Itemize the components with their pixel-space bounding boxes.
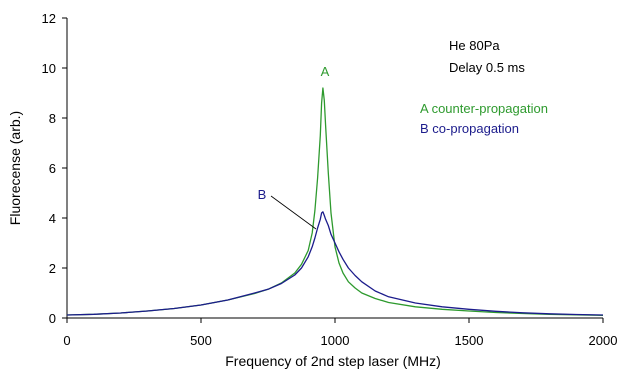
series-line-b xyxy=(66,211,604,316)
y-tick-label: 0 xyxy=(49,311,56,326)
x-tick-label: 1500 xyxy=(455,333,484,348)
legend-entry-b: B co-propagation xyxy=(420,121,519,136)
note-delay: Delay 0.5 ms xyxy=(449,60,525,75)
x-tick-label: 1000 xyxy=(321,333,350,348)
x-tick-label: 500 xyxy=(190,333,212,348)
peak-label-b-leader xyxy=(270,195,317,230)
y-tick-label: 8 xyxy=(49,111,56,126)
y-tick-label: 12 xyxy=(42,11,56,26)
y-tick-label: 6 xyxy=(49,161,56,176)
note-gas-pressure: He 80Pa xyxy=(449,38,500,53)
y-tick-label: 2 xyxy=(49,261,56,276)
x-tick-label: 0 xyxy=(63,333,70,348)
peak-label-a: A xyxy=(321,64,330,79)
peak-label-b: B xyxy=(258,187,267,202)
x-axis-title: Frequency of 2nd step laser (MHz) xyxy=(225,353,441,369)
series-lines xyxy=(66,87,604,316)
x-tick-label: 2000 xyxy=(589,333,617,348)
legend-entry-a: A counter-propagation xyxy=(420,101,548,116)
y-tick-label: 10 xyxy=(42,61,56,76)
y-axis-title: Fluorecense (arb.) xyxy=(7,111,23,225)
axes: 0 2 4 6 8 10 12 0 500 1000 1500 2000 xyxy=(42,11,617,348)
y-tick-label: 4 xyxy=(49,211,56,226)
